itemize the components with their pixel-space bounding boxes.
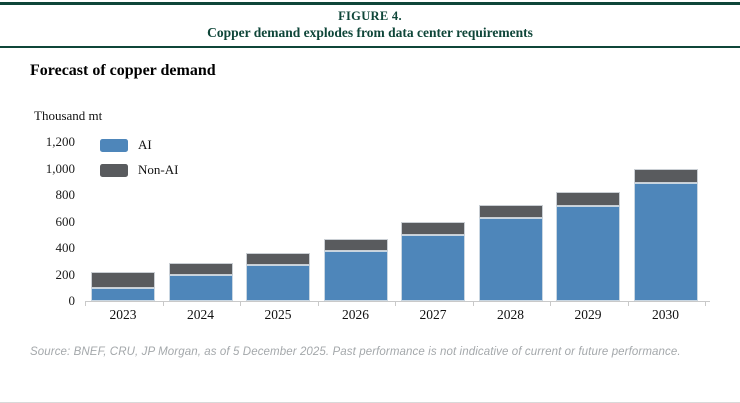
x-axis-label-2028: 2028 (497, 307, 524, 322)
axis-tick (162, 302, 164, 306)
x-axis-label-2026: 2026 (342, 307, 369, 322)
axis-tick (472, 302, 474, 306)
y-axis-label-800: 800 (55, 187, 76, 202)
legend-item-non-ai: Non-AI (100, 162, 178, 178)
axis-tick (240, 302, 241, 306)
axis-tick (395, 302, 396, 306)
axis-tick (550, 302, 551, 306)
x-axis-label-2024: 2024 (187, 307, 214, 322)
legend-item-ai: AI (100, 137, 178, 153)
x-axis-label-2030: 2030 (652, 307, 679, 322)
bar-nonai-2030 (633, 168, 698, 184)
chart-area: AI Non-AI 0 200 400 600 800 1,000 1,200 2023 202… (46, 134, 710, 322)
bar-nonai-2028 (478, 204, 543, 219)
legend-swatch-ai (100, 138, 128, 152)
bar-ai-2029 (556, 206, 620, 301)
legend-label-ai: AI (138, 137, 152, 152)
legend: AI Non-AI (100, 137, 178, 187)
y-axis-label-0: 0 (68, 293, 76, 308)
figure-label: FIGURE 4. (338, 9, 402, 23)
bar-ai-2027 (401, 234, 465, 301)
bar-nonai-2029 (556, 191, 620, 207)
bar-nonai-2025 (246, 253, 310, 266)
title-rule (0, 46, 740, 48)
x-axis-label-2029: 2029 (574, 307, 602, 322)
y-axis-label-1200: 1,200 (45, 134, 75, 149)
bar-ai-2030 (633, 183, 698, 301)
legend-swatch-non-ai (100, 163, 128, 177)
axis-tick (705, 302, 706, 306)
bar-ai-2024 (168, 275, 233, 301)
y-axis-label-200: 200 (55, 266, 76, 282)
y-axis-label-400: 400 (55, 240, 76, 255)
bar-ai-2025 (246, 265, 310, 301)
source-note: Source: BNEF, CRU, JP Morgan, as of 5 De… (30, 346, 681, 358)
axis-tick (627, 302, 629, 306)
y-axis-label-600: 600 (55, 213, 76, 229)
axis-tick (317, 302, 319, 306)
x-axis-label-2025: 2025 (264, 307, 292, 322)
x-axis-label-2023: 2023 (109, 307, 137, 322)
chart-title: Forecast of copper demand (30, 62, 216, 79)
bar-nonai-2026 (323, 238, 388, 252)
y-axis-unit-label: Thousand mt (34, 108, 103, 123)
legend-label-non-ai: Non-AI (138, 162, 179, 177)
bar-nonai-2027 (401, 222, 465, 235)
bar-ai-2026 (323, 251, 388, 301)
x-axis-label-2027: 2027 (419, 307, 447, 322)
axis-tick (85, 302, 86, 306)
bar-ai-2023 (91, 287, 155, 301)
bar-nonai-2024 (168, 263, 233, 276)
figure-title: Copper demand explodes from data center … (207, 25, 533, 40)
bar-ai-2028 (478, 218, 543, 301)
bar-nonai-2023 (91, 271, 155, 288)
top-rule (0, 2, 740, 5)
y-axis-label-1000: 1,000 (45, 160, 75, 176)
